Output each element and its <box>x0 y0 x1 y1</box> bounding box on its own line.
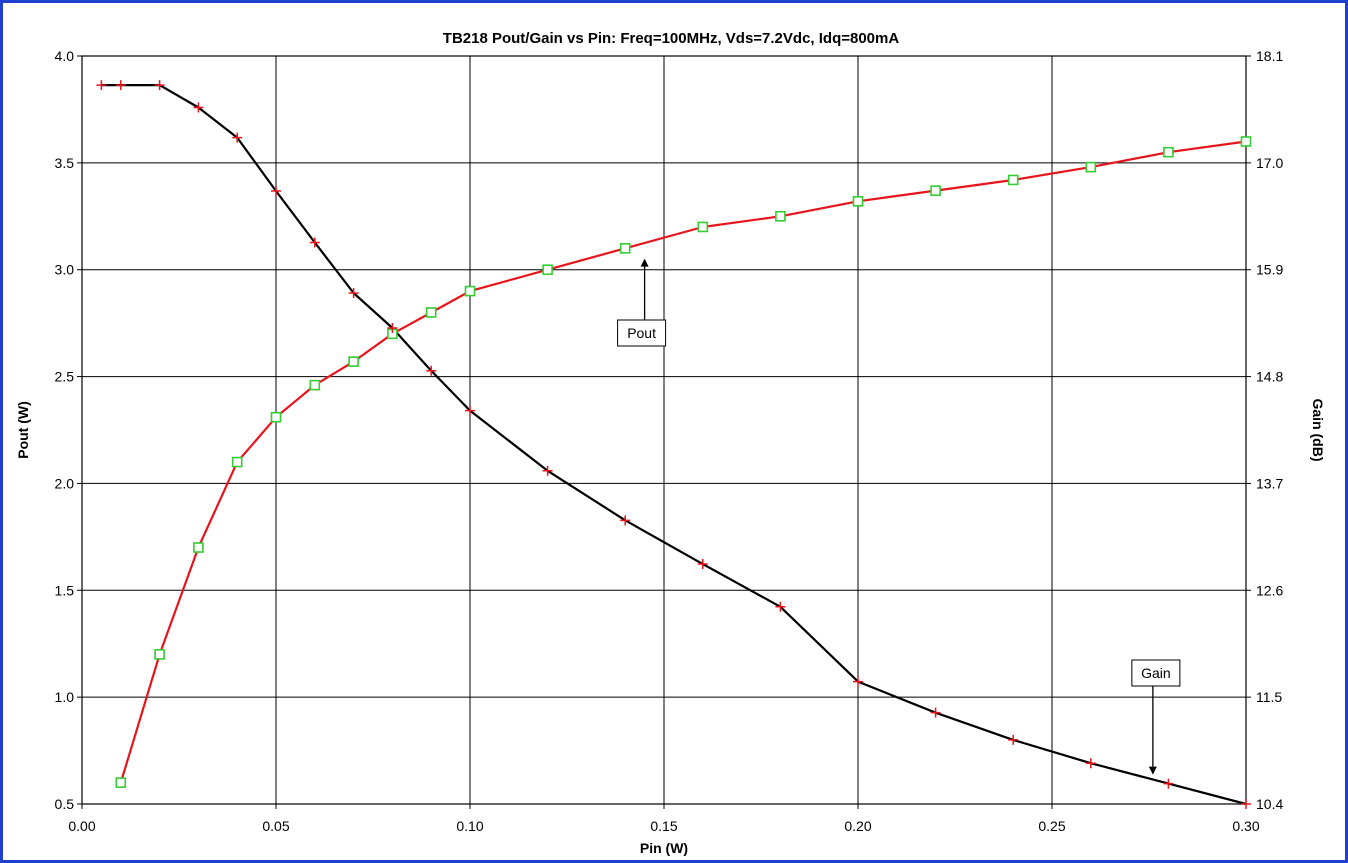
x-tick-label: 0.10 <box>456 818 483 834</box>
pout-point <box>542 264 553 276</box>
y-tick-label: 1.0 <box>55 689 75 705</box>
gain-point <box>620 515 631 526</box>
gain-point <box>426 365 437 376</box>
gain-point <box>193 102 204 113</box>
gain-point <box>1163 778 1174 789</box>
gain-annotation-arrowhead <box>1148 766 1157 775</box>
y-tick-label: 4.0 <box>55 48 75 64</box>
pout-point <box>348 356 359 367</box>
x-tick-label: 0.00 <box>68 818 95 834</box>
pout-point <box>425 307 437 318</box>
pout-point <box>697 221 709 233</box>
pout-point <box>852 196 864 207</box>
gain-point <box>1241 799 1251 809</box>
gain-point <box>465 405 475 416</box>
y-tick-label: 3.5 <box>55 155 75 171</box>
pout-point <box>464 285 476 297</box>
pout-point <box>1163 146 1174 158</box>
y2-tick-label: 15.9 <box>1256 262 1283 278</box>
gain-point <box>115 80 126 91</box>
y2-tick-label: 11.5 <box>1256 689 1282 705</box>
pout-point <box>270 411 282 423</box>
gain-point <box>697 559 708 570</box>
y2-tick-label: 12.6 <box>1256 582 1283 598</box>
gain-point <box>232 132 243 143</box>
pout-point <box>930 185 941 196</box>
y-tick-label: 3.0 <box>55 262 75 278</box>
pout-point <box>193 542 204 553</box>
gain-point <box>348 288 359 299</box>
pout-annotation-label: Pout <box>627 325 656 341</box>
x-axis-label: Pin (W) <box>640 840 688 856</box>
x-tick-label: 0.30 <box>1232 818 1259 834</box>
x-tick-label: 0.15 <box>650 818 677 834</box>
pout-point <box>619 243 631 254</box>
gain-point <box>542 465 553 476</box>
pout-point <box>1085 161 1097 173</box>
pout-point <box>1007 174 1019 186</box>
pout-point <box>1240 136 1252 147</box>
gain-point <box>1008 734 1019 745</box>
y2-tick-label: 17.0 <box>1256 155 1283 171</box>
pout-series-line <box>119 140 1247 783</box>
gain-annotation-box <box>1131 659 1181 687</box>
y2-tick-label: 10.4 <box>1256 796 1283 812</box>
x-tick-label: 0.20 <box>844 818 871 834</box>
gain-point <box>853 676 863 687</box>
x-tick-label: 0.25 <box>1038 818 1065 834</box>
gain-annotation-label: Gain <box>1141 665 1171 681</box>
gain-point <box>775 601 786 612</box>
plot-border <box>81 55 1247 805</box>
y2-axis-label: Gain (dB) <box>1310 399 1326 462</box>
gain-point <box>930 707 941 718</box>
pout-annotation-box <box>617 319 667 347</box>
y-tick-label: 1.5 <box>55 582 75 598</box>
y-tick-label: 2.0 <box>55 475 75 491</box>
y-tick-label: 2.5 <box>55 369 75 385</box>
gain-point <box>96 80 107 91</box>
pout-annotation-arrowhead <box>640 258 649 267</box>
gain-point <box>154 80 165 91</box>
y2-tick-label: 18.1 <box>1256 48 1283 64</box>
gain-point <box>1085 758 1096 769</box>
pout-point <box>154 649 165 660</box>
y2-tick-label: 13.7 <box>1256 475 1283 491</box>
x-tick-label: 0.05 <box>262 818 289 834</box>
pout-point <box>775 210 786 222</box>
gain-point <box>387 323 398 333</box>
gain-point <box>309 237 320 248</box>
chart-title: TB218 Pout/Gain vs Pin: Freq=100MHz, Vds… <box>443 30 900 47</box>
y-axis-label: Pout (W) <box>15 401 31 459</box>
pout-point <box>231 456 243 468</box>
gain-point <box>271 186 281 197</box>
y-tick-label: 0.5 <box>55 796 75 812</box>
pout-point <box>309 379 321 391</box>
pout-point <box>115 777 127 788</box>
y2-tick-label: 14.8 <box>1256 369 1283 385</box>
